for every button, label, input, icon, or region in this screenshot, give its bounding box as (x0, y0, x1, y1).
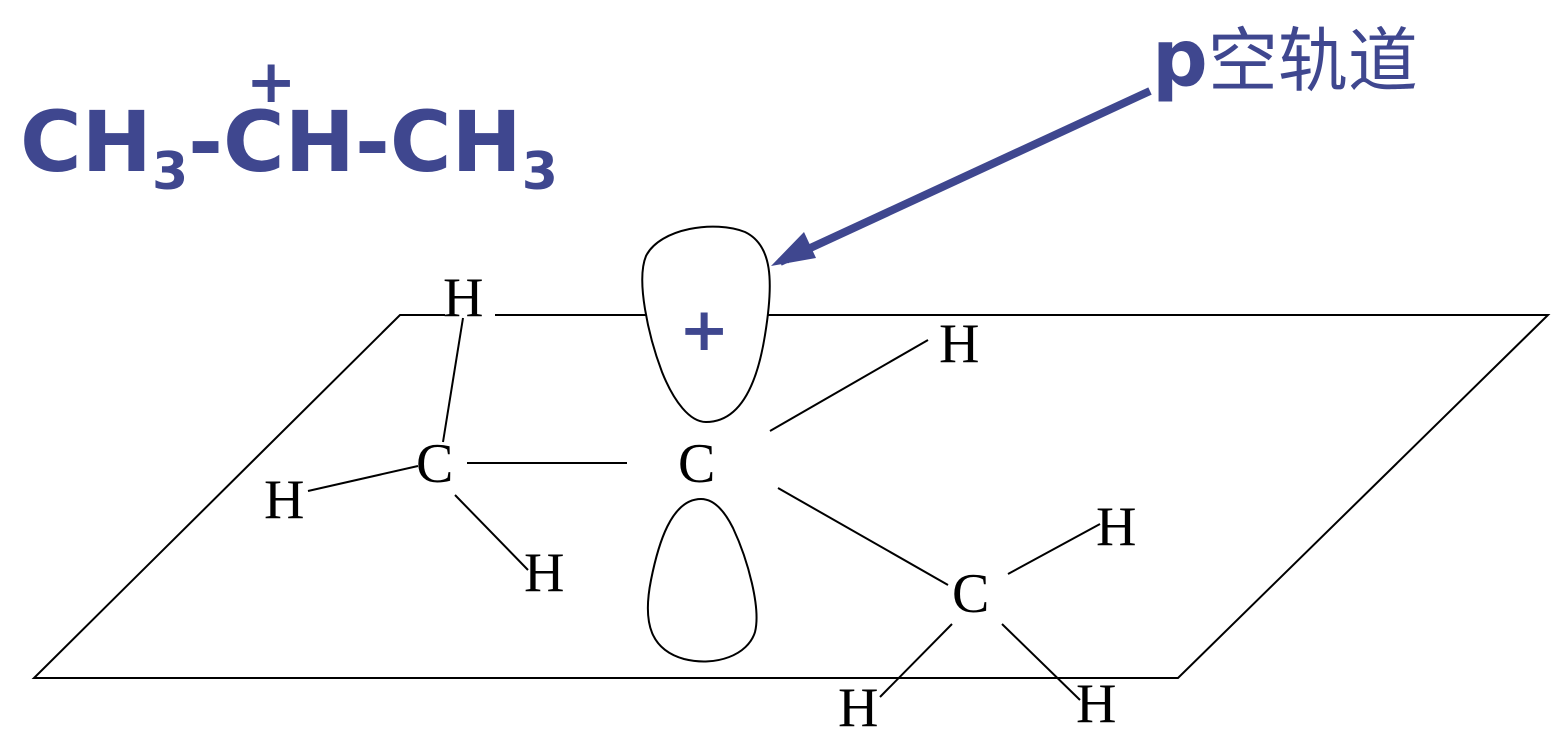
bond-c-right-h-bottom-left (879, 623, 953, 698)
structural-formula: CH3-CH-CH3 + (20, 52, 558, 198)
atom-carbon-left: C (416, 433, 453, 495)
bond-c-left-h-side (307, 465, 419, 492)
atom-h-right-top: H (1096, 496, 1136, 558)
formula-part-2: -CH-CH (188, 93, 522, 191)
bond-c-center-h-top (769, 339, 929, 432)
atom-h-right-bottom-left: H (838, 677, 878, 736)
bond-c-center-c-right (777, 487, 949, 586)
atom-h-left-bottom: H (524, 542, 564, 604)
orbital-arrow-head (771, 232, 816, 266)
atom-h-center-top: H (939, 313, 979, 375)
p-orbital-lower-lobe (646, 497, 758, 663)
formula-part-1: CH (20, 93, 152, 191)
atom-carbon-center: C (678, 433, 715, 495)
bond-c-left-h-top (442, 317, 464, 443)
atom-h-left-top: H (443, 267, 483, 329)
bond-c-right-h-top (1007, 523, 1101, 575)
molecular-plane (31, 314, 1551, 679)
orbital-label-text: 空轨道 (1207, 20, 1418, 102)
orbital-arrow (778, 87, 1152, 266)
formula-subscript-2: 3 (521, 142, 558, 202)
formula-subscript-1: 3 (151, 142, 189, 202)
bond-c-left-h-bottom (454, 494, 529, 571)
p-orbital-label: p空轨道 (1152, 20, 1418, 98)
atom-h-right-bottom-right: H (1076, 673, 1116, 735)
orbital-label-letter: p (1152, 14, 1208, 104)
p-orbital-upper-lobe (641, 225, 771, 424)
atom-h-left-side: H (264, 469, 304, 531)
formula-positive-charge: + (246, 47, 297, 117)
orbital-positive-charge: + (679, 295, 729, 365)
atom-carbon-right: C (952, 563, 989, 625)
bond-c-right-h-bottom-right (1001, 623, 1081, 701)
